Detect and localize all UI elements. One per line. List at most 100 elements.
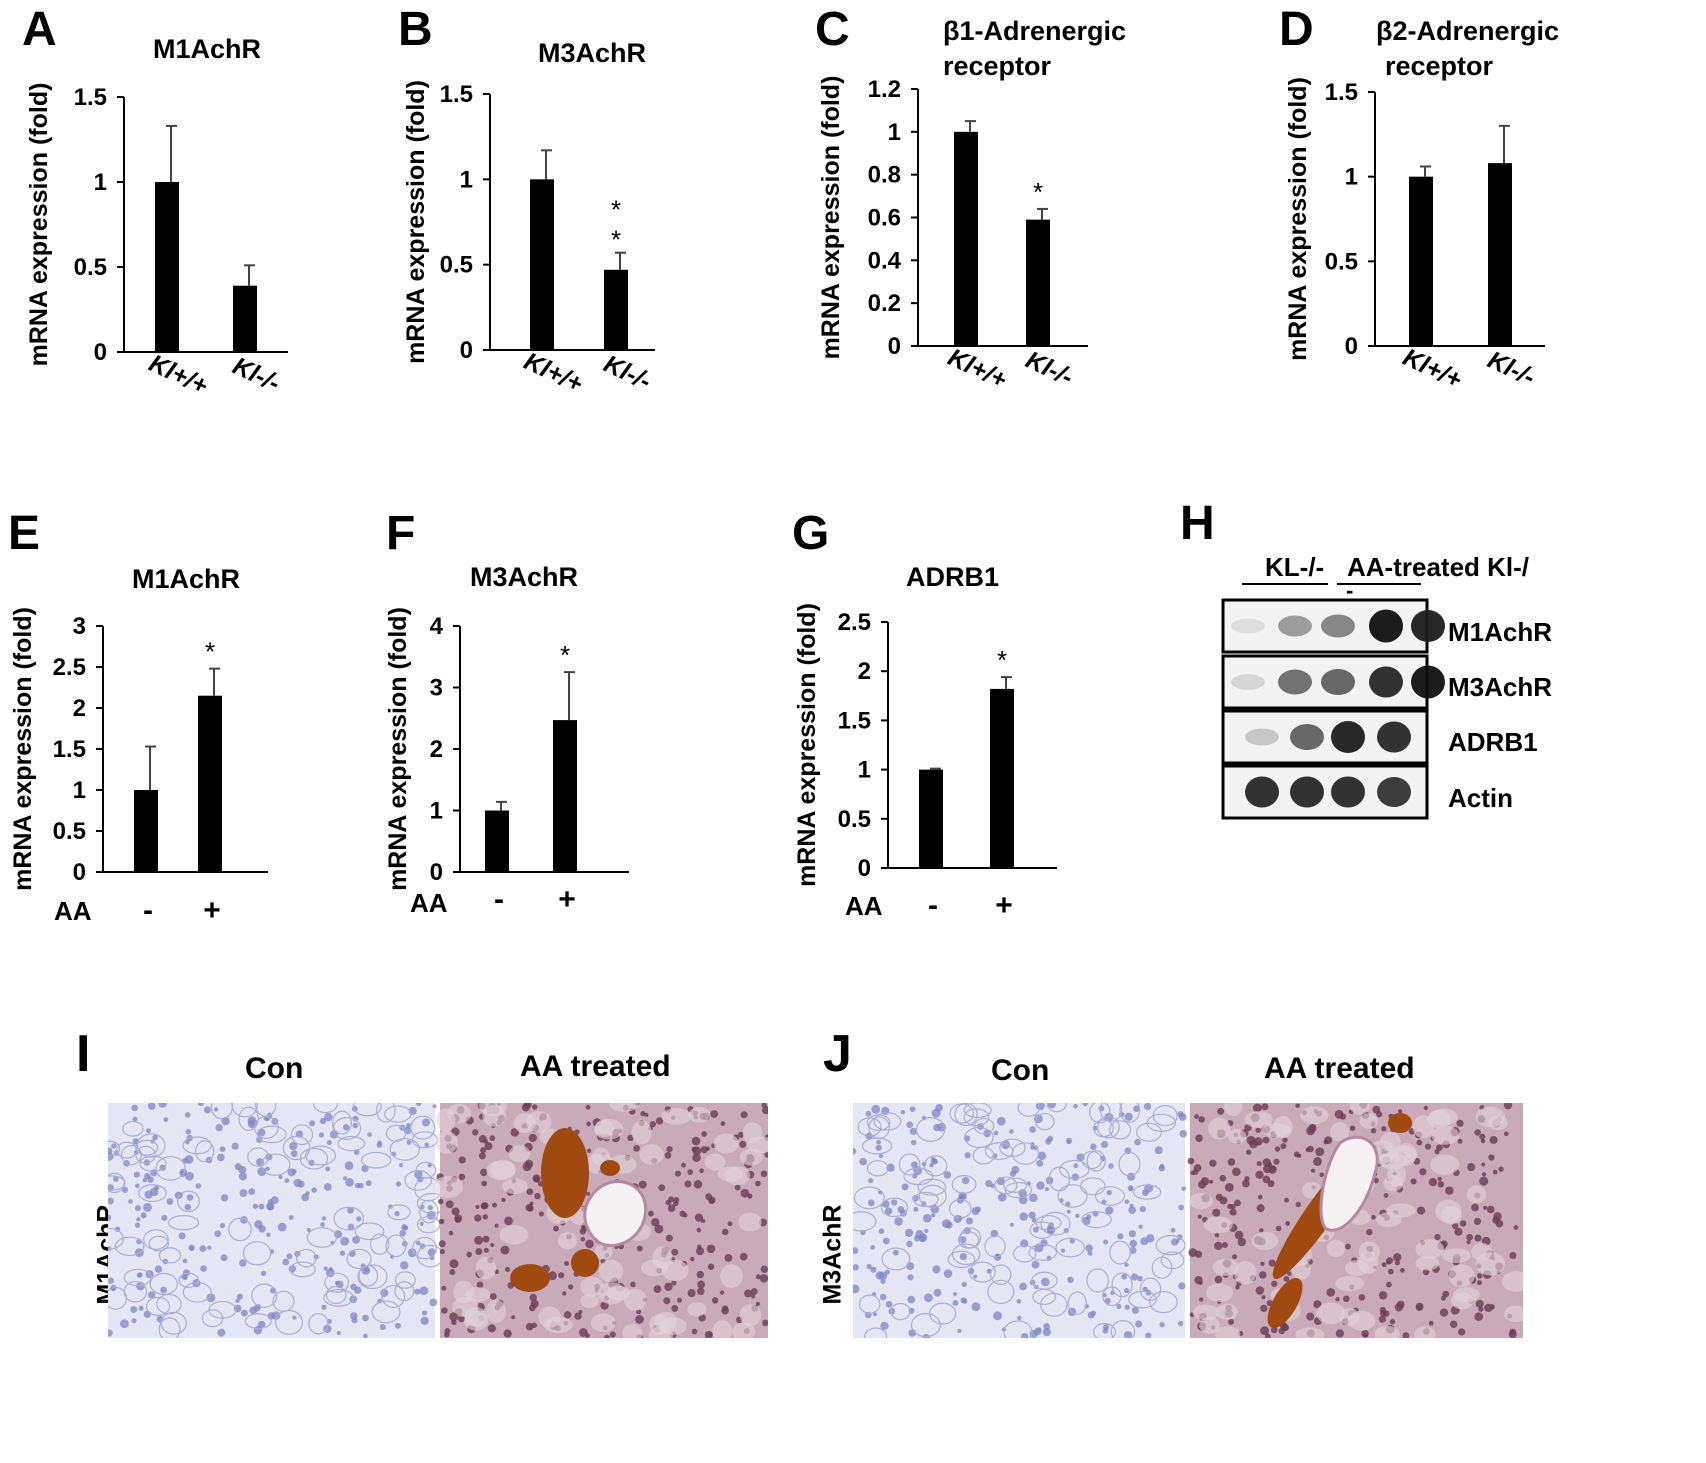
nucleus (420, 1316, 429, 1325)
bar (134, 790, 158, 872)
nucleus (993, 1311, 1002, 1321)
panel-label-f: F (386, 507, 416, 560)
histology-col-aa-i: AA treated (520, 1050, 671, 1083)
nucleus (1410, 1178, 1417, 1185)
nucleus (1138, 1224, 1143, 1229)
nucleus (667, 1204, 676, 1213)
y-tick-label: 1 (888, 119, 901, 146)
nucleus (1258, 1271, 1267, 1279)
acinar-cell (1096, 1115, 1120, 1139)
nucleus (585, 1239, 594, 1249)
nucleus (1473, 1217, 1482, 1225)
nucleus (1060, 1248, 1066, 1253)
acinar-cell (1149, 1291, 1178, 1314)
y-tick-label: 0 (94, 339, 107, 366)
nucleus (504, 1216, 513, 1226)
nucleus (865, 1110, 872, 1117)
acinar-cell (1155, 1234, 1186, 1256)
acinar-cell (1326, 1239, 1346, 1258)
nucleus (929, 1162, 934, 1168)
nucleus (399, 1163, 404, 1168)
nucleus (266, 1232, 271, 1238)
blot-band (1377, 721, 1411, 753)
bar (233, 285, 257, 352)
nucleus (1271, 1280, 1278, 1287)
acinar-cell (490, 1159, 516, 1179)
acinar-cell (508, 1145, 531, 1163)
nucleus (480, 1168, 488, 1177)
nucleus (1428, 1178, 1438, 1187)
nucleus (247, 1116, 257, 1126)
nucleus (424, 1142, 430, 1148)
nucleus (1489, 1135, 1498, 1145)
nucleus (1513, 1225, 1519, 1230)
nucleus (1509, 1251, 1517, 1260)
acinar-cell (120, 1144, 142, 1166)
nucleus (182, 1258, 188, 1264)
acinar-cell (1300, 1106, 1329, 1125)
x-category-label: - (928, 889, 938, 922)
nucleus (1145, 1234, 1155, 1243)
nucleus (885, 1300, 893, 1308)
acinar-cell (201, 1309, 224, 1328)
nucleus (884, 1269, 890, 1275)
y-tick-label: 0 (460, 337, 473, 364)
acinar-cell (1139, 1277, 1162, 1301)
nucleus (1231, 1167, 1241, 1177)
acinar-cell (732, 1322, 756, 1338)
acinar-cell (853, 1186, 885, 1210)
nucleus (1386, 1281, 1392, 1288)
nucleus (672, 1200, 679, 1207)
acinar-cell (160, 1311, 187, 1335)
nucleus (1139, 1206, 1146, 1213)
nucleus (1311, 1168, 1316, 1173)
nucleus (290, 1150, 298, 1158)
acinar-cell (385, 1124, 407, 1142)
bar (1026, 219, 1050, 346)
x-category-label: - (143, 894, 153, 927)
acinar-cell (433, 1175, 463, 1198)
nucleus (466, 1251, 473, 1258)
blot-band (1321, 669, 1355, 695)
nucleus (1085, 1244, 1093, 1252)
bar (1488, 163, 1512, 346)
brown-stain (600, 1160, 620, 1176)
nucleus (871, 1104, 881, 1114)
acinar-cell (149, 1272, 179, 1296)
acinar-cell (502, 1178, 528, 1195)
acinar-cell (1017, 1103, 1040, 1117)
nucleus (1135, 1320, 1143, 1328)
nucleus (438, 1218, 445, 1225)
bar (990, 688, 1014, 868)
nucleus (1209, 1179, 1214, 1184)
nucleus (973, 1274, 978, 1279)
nucleus (145, 1128, 151, 1134)
acinar-cell (177, 1190, 200, 1213)
acinar-cell (543, 1316, 573, 1334)
nucleus (1416, 1206, 1426, 1215)
nucleus (292, 1315, 297, 1320)
nucleus (1181, 1186, 1187, 1191)
nucleus (478, 1135, 487, 1143)
nucleus (1200, 1177, 1210, 1186)
brown-stain (510, 1264, 550, 1292)
acinar-cell (881, 1247, 911, 1271)
nucleus (1036, 1327, 1042, 1333)
nucleus (894, 1217, 903, 1226)
nucleus (130, 1306, 138, 1314)
nucleus (760, 1265, 768, 1273)
acinar-cell (918, 1184, 947, 1208)
acinar-cell (948, 1199, 972, 1219)
acinar-cell (1501, 1271, 1523, 1292)
nucleus (166, 1198, 174, 1205)
acinar-cell (1383, 1174, 1404, 1192)
nucleus (147, 1103, 156, 1110)
y-axis-label: mRNA expression (fold) (793, 603, 821, 887)
nucleus (311, 1187, 317, 1193)
nucleus (195, 1183, 202, 1189)
brown-stain (1267, 1278, 1303, 1328)
nucleus (654, 1224, 664, 1234)
acinar-cell (898, 1153, 921, 1176)
nucleus (1067, 1276, 1074, 1284)
nucleus (163, 1117, 169, 1122)
